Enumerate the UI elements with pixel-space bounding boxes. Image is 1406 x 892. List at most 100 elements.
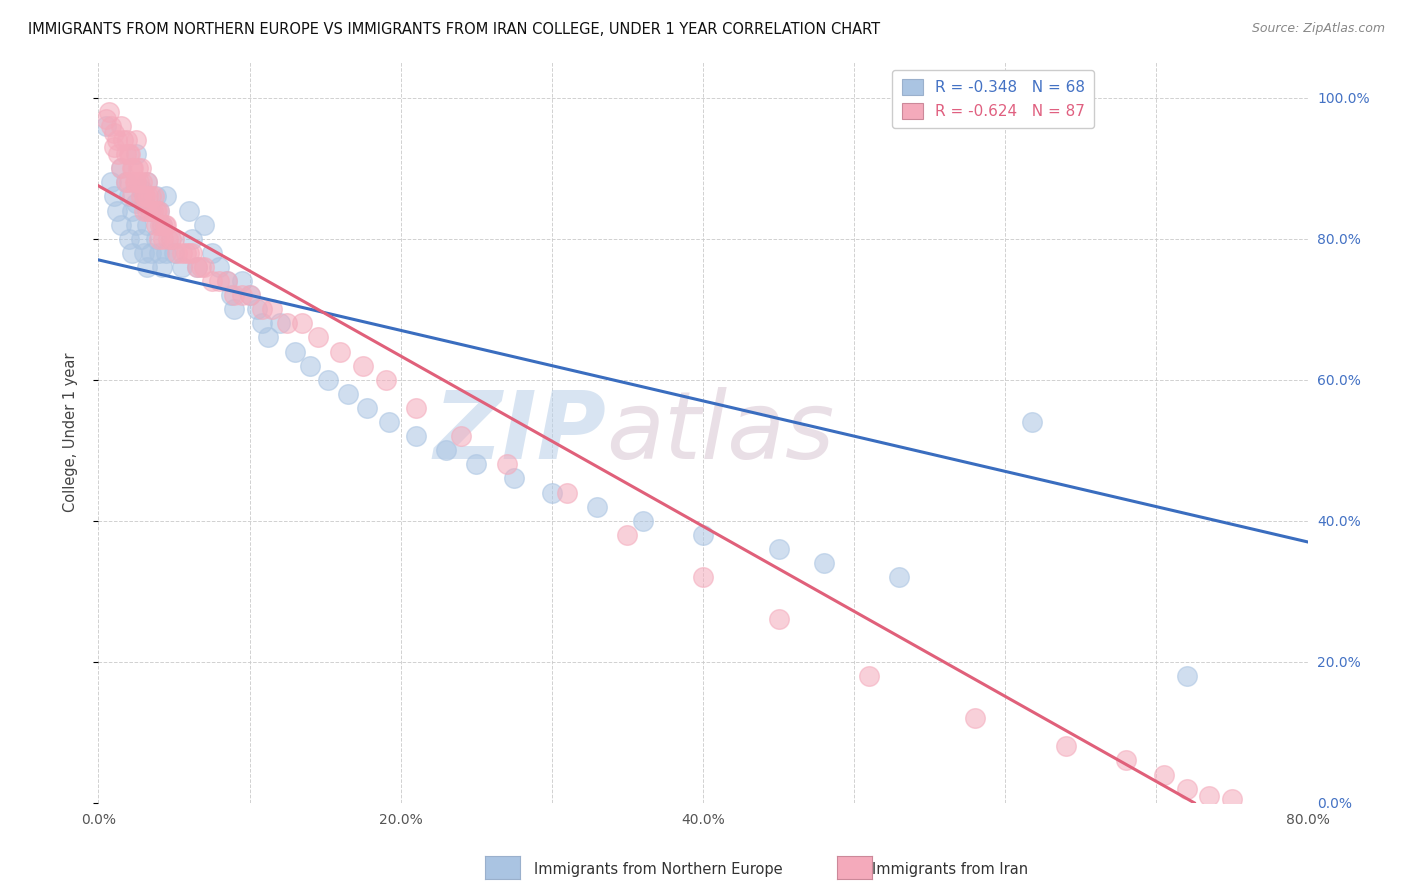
Point: [434, 443, 457, 458]
Point: [129, 161, 152, 176]
Point: [124, 175, 146, 189]
Point: [150, 218, 173, 232]
Point: [143, 189, 166, 203]
Point: [374, 373, 396, 387]
Point: [135, 175, 157, 189]
Point: [1175, 669, 1198, 683]
Point: [299, 359, 322, 373]
Point: [142, 203, 165, 218]
Point: [163, 245, 186, 260]
Point: [239, 288, 262, 302]
Point: [352, 359, 374, 373]
Point: [768, 541, 790, 556]
Point: [250, 302, 273, 317]
Point: [450, 429, 472, 443]
Point: [135, 175, 157, 189]
Point: [155, 189, 177, 203]
Point: [155, 218, 177, 232]
Legend: R = -0.348   N = 68, R = -0.624   N = 87: R = -0.348 N = 68, R = -0.624 N = 87: [893, 70, 1094, 128]
Point: [224, 288, 246, 302]
Point: [125, 147, 148, 161]
Point: [284, 344, 307, 359]
Point: [405, 401, 427, 415]
Point: [146, 203, 169, 218]
Point: [103, 140, 125, 154]
Point: [170, 260, 193, 274]
Point: [145, 232, 167, 246]
Point: [356, 401, 378, 415]
Point: [118, 147, 141, 161]
Point: [148, 232, 170, 246]
Point: [150, 260, 173, 274]
Point: [107, 147, 129, 161]
Point: [145, 189, 167, 203]
Point: [103, 126, 125, 140]
Point: [174, 245, 197, 260]
Point: [1021, 415, 1043, 429]
Point: [291, 316, 314, 330]
Point: [122, 161, 145, 176]
Point: [329, 344, 352, 359]
Point: [135, 203, 157, 218]
Point: [224, 302, 246, 317]
Point: [1220, 792, 1243, 806]
Point: [307, 330, 329, 344]
Point: [221, 288, 243, 302]
Point: [1153, 767, 1175, 781]
Point: [121, 161, 143, 176]
Point: [135, 260, 157, 274]
Point: [616, 528, 638, 542]
Point: [276, 316, 298, 330]
Point: [181, 245, 204, 260]
Point: [100, 119, 122, 133]
Point: [120, 147, 142, 161]
Point: [114, 175, 136, 189]
Point: [465, 458, 488, 472]
Point: [215, 274, 238, 288]
Point: [160, 232, 183, 246]
Point: [231, 288, 253, 302]
Text: atlas: atlas: [606, 387, 835, 478]
Point: [586, 500, 609, 514]
Point: [858, 669, 880, 683]
Point: [377, 415, 399, 429]
Text: Source: ZipAtlas.com: Source: ZipAtlas.com: [1251, 22, 1385, 36]
Point: [495, 458, 517, 472]
Point: [148, 203, 170, 218]
Point: [179, 245, 201, 260]
Point: [115, 133, 138, 147]
Point: [128, 175, 150, 189]
Point: [132, 203, 155, 218]
Point: [181, 232, 204, 246]
Point: [114, 147, 136, 161]
Point: [139, 203, 162, 218]
Point: [208, 260, 231, 274]
Point: [103, 189, 125, 203]
Point: [250, 316, 273, 330]
Point: [1054, 739, 1077, 754]
Point: [262, 302, 284, 317]
Point: [190, 260, 212, 274]
Point: [166, 245, 188, 260]
Point: [127, 161, 149, 176]
Point: [179, 203, 201, 218]
Point: [148, 203, 170, 218]
Point: [141, 203, 163, 218]
Point: [150, 218, 173, 232]
Point: [125, 196, 148, 211]
Point: [136, 189, 159, 203]
Point: [160, 232, 183, 246]
Point: [111, 133, 134, 147]
Point: [134, 189, 156, 203]
Point: [231, 274, 253, 288]
Point: [149, 218, 172, 232]
Point: [170, 245, 193, 260]
Point: [118, 189, 141, 203]
Point: [201, 245, 224, 260]
Point: [110, 119, 132, 133]
Point: [965, 711, 987, 725]
Point: [125, 218, 148, 232]
Point: [1175, 781, 1198, 796]
Point: [132, 189, 155, 203]
Point: [208, 274, 231, 288]
